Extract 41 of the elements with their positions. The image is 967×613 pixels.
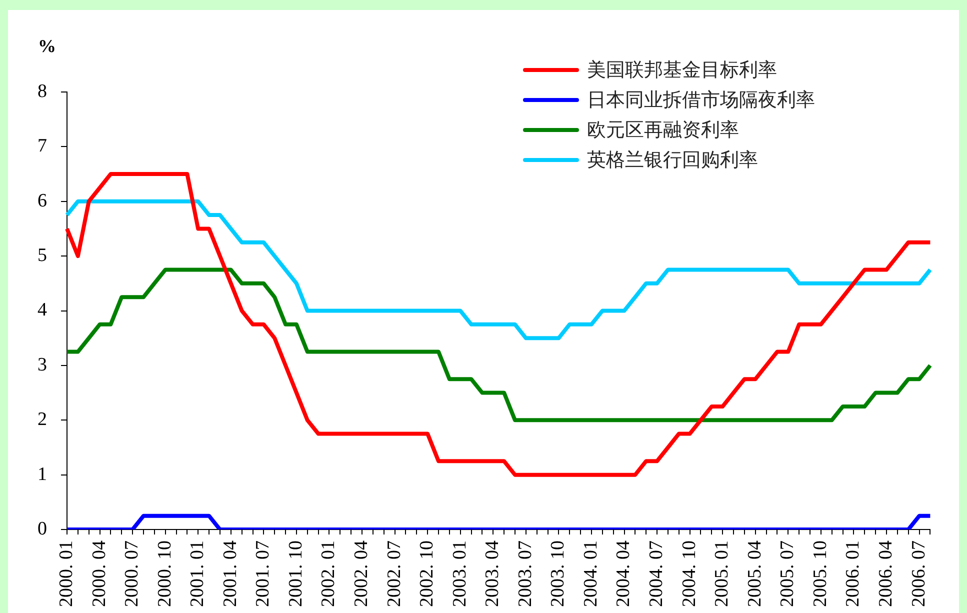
y-tick-label: 7	[38, 136, 47, 157]
x-tick-label: 2000. 10	[154, 540, 176, 607]
x-tick-label: 2000. 01	[56, 540, 77, 607]
x-tick-label: 2001. 07	[252, 540, 274, 607]
legend-label: 美国联邦基金目标利率	[587, 58, 777, 83]
x-tick-label: 2001. 01	[187, 540, 208, 607]
x-tick-label: 2004. 10	[678, 540, 700, 607]
x-tick-label: 2004. 07	[646, 540, 668, 607]
x-tick-label: 2000. 07	[122, 540, 143, 607]
x-tick-label: 2002. 01	[318, 540, 340, 607]
x-tick-label: 2006. 07	[908, 540, 930, 607]
y-tick-label: 0	[38, 518, 47, 540]
x-tick-label: 2005. 01	[712, 540, 733, 607]
y-tick-label: 4	[38, 300, 48, 321]
x-tick-label: 2006. 01	[842, 540, 864, 607]
x-tick-label: 2005. 10	[810, 540, 831, 607]
x-tick-label: 2003. 07	[514, 540, 536, 607]
x-tick-label: 2001. 10	[285, 540, 306, 607]
x-tick-label: 2005. 07	[777, 540, 798, 607]
y-tick-label: 1	[38, 464, 47, 485]
x-tick-label: 2006. 04	[875, 540, 896, 607]
y-axis-title: %	[38, 36, 56, 57]
legend-label: 英格兰银行回购利率	[587, 148, 758, 173]
legend-label: 日本同业拆借市场隔夜利率	[587, 88, 815, 113]
x-tick-label: 2002. 10	[416, 540, 438, 607]
x-tick-label: 2003. 04	[482, 540, 504, 607]
y-tick-label: 2	[38, 409, 47, 430]
y-tick-label: 8	[38, 80, 47, 102]
y-tick-label: 3	[38, 354, 47, 376]
x-tick-label: 2003. 01	[449, 540, 470, 607]
legend-label: 欧元区再融资利率	[587, 118, 739, 143]
x-tick-label: 2001. 04	[220, 540, 241, 607]
x-tick-label: 2003. 10	[548, 540, 569, 607]
x-tick-label: 2004. 04	[613, 540, 634, 607]
x-tick-label: 2005. 04	[744, 540, 766, 607]
x-tick-label: 2000. 04	[88, 540, 110, 607]
y-tick-label: 6	[38, 190, 47, 212]
y-tick-label: 5	[38, 245, 47, 266]
x-tick-label: 2002. 04	[351, 540, 372, 607]
x-tick-label: 2002. 07	[384, 540, 405, 607]
x-tick-label: 2004. 01	[580, 540, 602, 607]
